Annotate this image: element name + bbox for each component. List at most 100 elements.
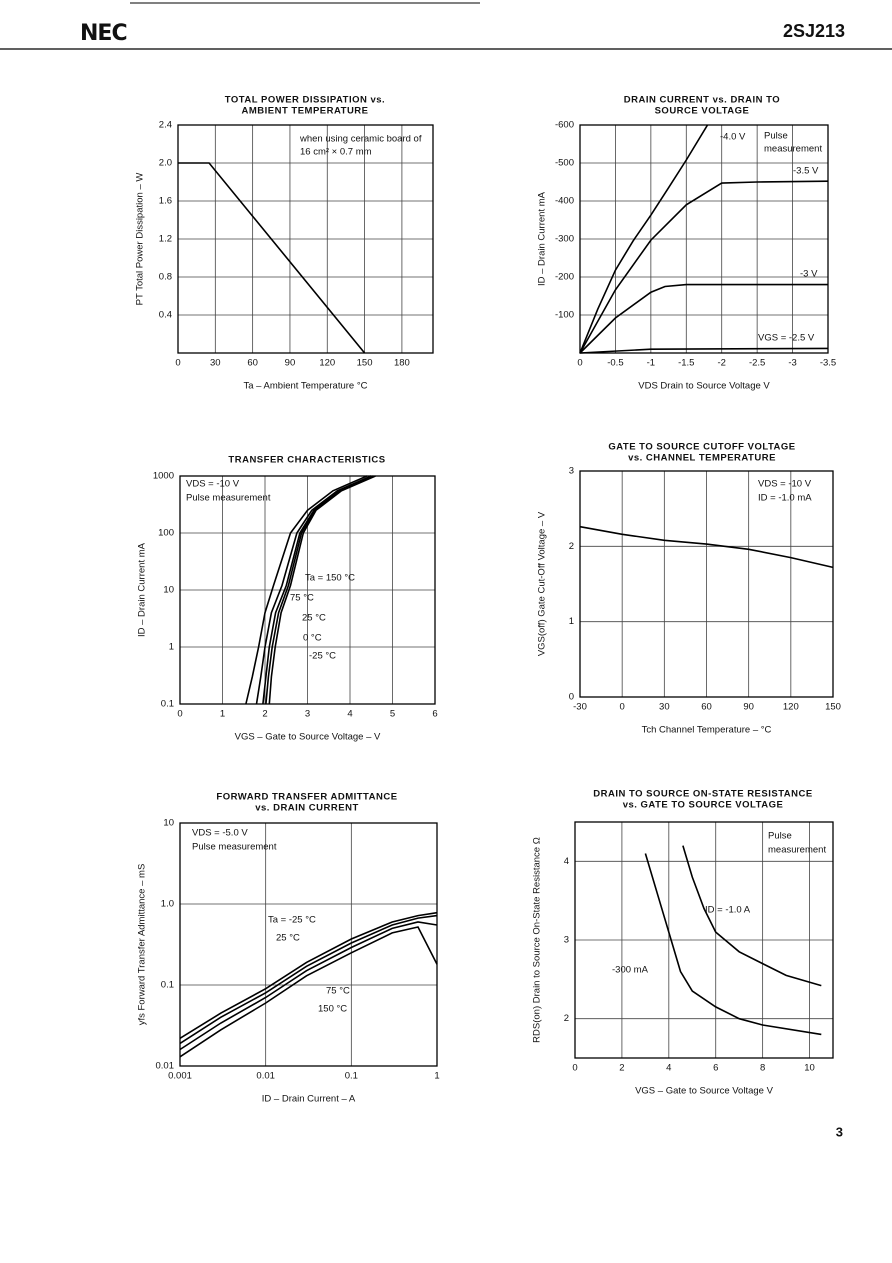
annotation: Pulse measurement xyxy=(192,842,277,853)
curve xyxy=(179,926,438,1058)
y-tick-label: 0.1 xyxy=(161,699,174,710)
series-label: 75 °C xyxy=(326,986,350,997)
y-axis-label: yfs Forward Transfer Admittance – mS xyxy=(137,864,148,1026)
logo: NEC xyxy=(80,21,127,46)
x-tick-label: -0.5 xyxy=(607,358,623,369)
x-tick-label: -3 xyxy=(788,358,796,369)
series-label: -300 mA xyxy=(612,965,649,976)
curve xyxy=(179,921,438,1051)
y-tick-label: -100 xyxy=(555,310,574,321)
x-tick-label: 5 xyxy=(390,709,395,720)
x-tick-label: 4 xyxy=(666,1063,671,1074)
series-label: 75 °C xyxy=(290,593,314,604)
chart-title: DRAIN TO SOURCE ON-STATE RESISTANCE xyxy=(593,789,812,800)
annotation: when using ceramic board of xyxy=(299,134,422,145)
x-tick-label: 4 xyxy=(347,709,352,720)
x-tick-label: 120 xyxy=(783,702,799,713)
y-tick-label: 0.1 xyxy=(161,980,174,991)
x-tick-label: 6 xyxy=(432,709,437,720)
x-tick-label: 6 xyxy=(713,1063,718,1074)
curve xyxy=(579,525,834,569)
annotation: ID = -1.0 mA xyxy=(758,493,812,504)
annotation: measurement xyxy=(764,144,822,155)
x-tick-label: 8 xyxy=(760,1063,765,1074)
x-tick-label: 120 xyxy=(319,358,335,369)
chart-title: AMBIENT TEMPERATURE xyxy=(241,106,368,117)
plot-frame xyxy=(579,470,834,698)
curve xyxy=(245,475,368,705)
x-tick-label: 2 xyxy=(619,1063,624,1074)
curve xyxy=(268,475,376,705)
series-label: -3 V xyxy=(800,269,818,280)
x-tick-label: 90 xyxy=(285,358,296,369)
chart-title: vs. DRAIN CURRENT xyxy=(255,803,359,814)
y-tick-label: -400 xyxy=(555,196,574,207)
curve xyxy=(579,124,709,354)
series-label: ID = -1.0 A xyxy=(705,905,751,916)
plot-frame xyxy=(177,124,434,354)
series-label: 25 °C xyxy=(276,933,300,944)
chart-title: TRANSFER CHARACTERISTICS xyxy=(228,455,385,466)
x-axis-label: VDS Drain to Source Voltage V xyxy=(638,381,770,392)
plot-frame xyxy=(574,821,834,1059)
series-label: -25 °C xyxy=(309,651,336,662)
x-tick-label: -2.5 xyxy=(749,358,765,369)
y-tick-label: 1000 xyxy=(153,471,174,482)
x-tick-label: 0.01 xyxy=(256,1071,275,1082)
x-tick-label: 0 xyxy=(177,709,182,720)
y-axis-label: VGS(off) Gate Cut-Off Voltage – V xyxy=(537,511,548,656)
y-tick-label: 0 xyxy=(569,692,574,703)
series-label: VGS = -2.5 V xyxy=(758,333,815,344)
y-axis-label: PT Total Power Dissipation – W xyxy=(135,173,146,306)
x-tick-label: 0 xyxy=(577,358,582,369)
x-tick-label: 2 xyxy=(262,709,267,720)
curve xyxy=(179,914,438,1045)
x-tick-label: 1 xyxy=(434,1071,439,1082)
y-tick-label: 1.6 xyxy=(159,196,172,207)
x-tick-label: 30 xyxy=(210,358,221,369)
chart-title: FORWARD TRANSFER ADMITTANCE xyxy=(216,792,397,803)
y-tick-label: 0.01 xyxy=(156,1061,175,1072)
series-label: -4.0 V xyxy=(720,132,746,143)
series-label: 150 °C xyxy=(318,1004,347,1015)
curve xyxy=(682,845,822,987)
y-tick-label: -500 xyxy=(555,158,574,169)
curve xyxy=(178,162,366,354)
y-axis-label: RDS(on) Drain to Source On-State Resista… xyxy=(532,837,543,1043)
curve xyxy=(579,347,829,354)
y-axis-label: ID – Drain Current mA xyxy=(537,191,548,286)
y-tick-label: 1.2 xyxy=(159,234,172,245)
y-tick-label: -200 xyxy=(555,272,574,283)
curve xyxy=(579,283,828,354)
x-axis-label: VGS – Gate to Source Voltage – V xyxy=(235,732,381,743)
chart-title: SOURCE VOLTAGE xyxy=(655,106,750,117)
annotation: VDS = -5.0 V xyxy=(192,828,248,839)
annotation: 16 cm² × 0.7 mm xyxy=(300,147,372,158)
x-tick-label: -2 xyxy=(717,358,725,369)
chart-title: TOTAL POWER DISSIPATION vs. xyxy=(225,95,385,106)
x-axis-label: Ta – Ambient Temperature °C xyxy=(243,381,367,392)
y-tick-label: 1.0 xyxy=(161,899,174,910)
y-tick-label: 4 xyxy=(564,856,569,867)
y-tick-label: 2 xyxy=(569,541,574,552)
series-label: Ta = 150 °C xyxy=(305,573,355,584)
chart-title: vs. GATE TO SOURCE VOLTAGE xyxy=(623,800,784,811)
part-number: 2SJ213 xyxy=(783,21,845,41)
x-tick-label: 150 xyxy=(357,358,373,369)
x-tick-label: 0.1 xyxy=(345,1071,358,1082)
y-tick-label: 3 xyxy=(569,466,574,477)
annotation: Pulse measurement xyxy=(186,493,271,504)
x-axis-label: Tch Channel Temperature – °C xyxy=(642,725,772,736)
series-label: 0 °C xyxy=(303,633,322,644)
x-tick-label: 10 xyxy=(804,1063,815,1074)
y-tick-label: 0.4 xyxy=(159,310,172,321)
x-tick-label: -1 xyxy=(647,358,655,369)
plot-frame xyxy=(579,124,829,354)
y-tick-label: -300 xyxy=(555,234,574,245)
x-tick-label: -3.5 xyxy=(820,358,836,369)
curve xyxy=(179,911,438,1039)
y-tick-label: 2.4 xyxy=(159,120,172,131)
x-axis-label: VGS – Gate to Source Voltage V xyxy=(635,1086,773,1097)
y-axis-label: ID – Drain Current mA xyxy=(137,542,148,637)
